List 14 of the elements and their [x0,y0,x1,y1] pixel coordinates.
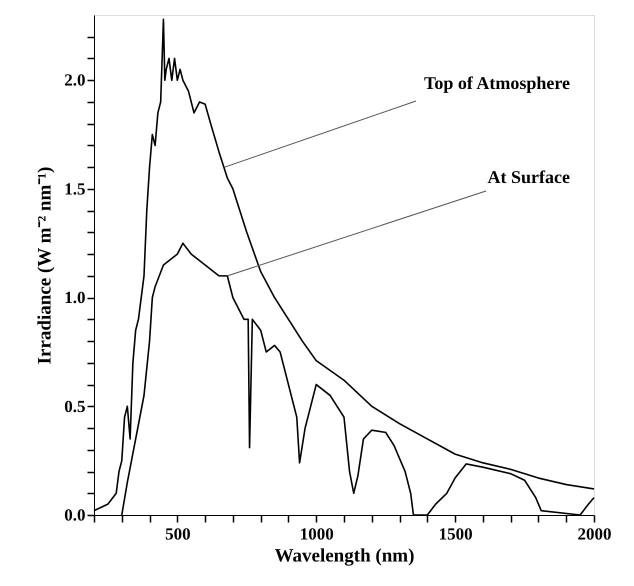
y-tick-label: 2.0 [64,70,86,90]
x-tick-label: 2000 [578,524,612,544]
y-tick-label: 0.0 [64,506,86,524]
y-tick-label: 1.0 [64,288,86,308]
x-tick-label: 1000 [300,524,334,544]
x-tick-label: 500 [165,524,191,544]
x-tick-label: 1500 [438,524,473,544]
annotation: At Surface [488,167,570,187]
y-tick-label: 0.5 [64,396,86,416]
annotation: Top of Atmosphere [424,73,570,93]
y-axis-title: Irradiance (W m⁻² nm⁻¹) [34,166,56,364]
y-tick-label: 1.5 [64,179,86,198]
x-axis-title: Wavelength (nm) [274,546,414,566]
line-series [93,18,595,512]
